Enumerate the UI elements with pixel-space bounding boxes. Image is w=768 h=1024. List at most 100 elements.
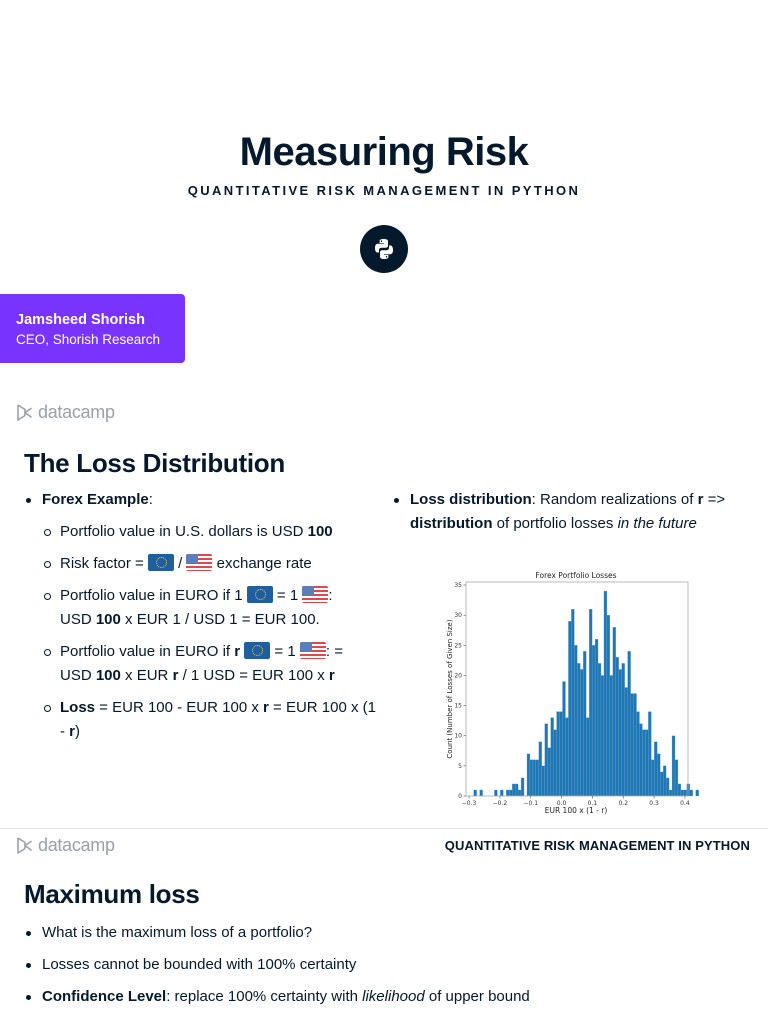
histogram-bar: [544, 723, 548, 797]
variable-r: r: [172, 667, 179, 684]
text: = 1: [272, 587, 303, 604]
bold-label: Confidence Level: [42, 988, 167, 1005]
histogram-bar: [657, 753, 661, 797]
x-axis-ticks: −0.3 −0.2 −0.1 0.0 0.1 0.2 0.3 0.4: [462, 796, 690, 807]
us-flag-icon: [302, 586, 329, 603]
sub-bullet-portfolio-euro-r: Portfolio value in EURO if r = 1 : = USD…: [24, 640, 384, 688]
x-tick-label: −0.2: [493, 800, 508, 807]
y-tick-label: 25: [454, 642, 462, 649]
histogram-bar: [621, 663, 625, 797]
histogram-bar: [624, 687, 628, 797]
plot-frame: [465, 581, 689, 797]
histogram-bar: [600, 675, 605, 797]
histogram-bar: [562, 681, 566, 797]
slide-divider: [0, 828, 768, 829]
histogram-bar: [677, 783, 682, 797]
author-name: Jamsheed Shorish: [16, 312, 145, 328]
histogram-bar: [630, 693, 634, 797]
text: Risk factor =: [60, 555, 148, 572]
course-subtitle: QUANTITATIVE RISK MANAGEMENT IN PYTHON: [187, 183, 581, 198]
sub-bullet-portfolio-euro-1: Portfolio value in EURO if 1 = 1 : USD 1…: [24, 584, 384, 632]
histogram-bar: [609, 675, 613, 797]
sub-bullet-risk-factor: Risk factor = / exchange rate: [24, 552, 384, 576]
text: :: [328, 587, 333, 604]
eu-flag-icon: [244, 642, 271, 659]
slide-heading: Maximum loss: [24, 879, 200, 909]
histogram-bar: [674, 759, 679, 797]
y-tick-label: 15: [454, 703, 462, 710]
histogram-bar: [594, 639, 599, 797]
histogram-bar: [535, 759, 539, 797]
x-tick-label: −0.3: [462, 800, 477, 807]
x-tick-label: 0.1: [588, 800, 598, 807]
histogram-bar: [603, 590, 608, 797]
text: USD: [60, 611, 96, 628]
histogram-bar: [642, 729, 646, 797]
author-card: Jamsheed Shorish CEO, Shorish Research: [0, 294, 185, 363]
y-axis-label: Count (Number of Losses of Given Size): [446, 619, 454, 758]
histogram-bar: [547, 747, 551, 797]
histogram-bar: [580, 669, 584, 797]
variable-r: r: [234, 643, 241, 660]
bullet-question: What is the maximum loss of a portfolio?: [24, 921, 754, 945]
y-tick-label: 35: [454, 582, 462, 589]
histogram-bar: [556, 711, 560, 797]
python-icon: [360, 225, 408, 273]
sub-bullet-loss: Loss = EUR 100 - EUR 100 x r = EUR 100 x…: [24, 696, 384, 744]
text: of upper bound: [424, 988, 530, 1005]
datacamp-logo-text: datacamp: [38, 835, 115, 855]
histogram-bars: [473, 590, 699, 797]
bullet-forex-example: Forex Example:: [24, 488, 384, 512]
histogram-bar: [515, 783, 519, 797]
text: : =: [325, 643, 343, 660]
histogram-bar: [618, 669, 622, 797]
text: USD: [60, 667, 96, 684]
histogram-bar: [473, 789, 477, 797]
datacamp-logo: datacamp: [16, 835, 115, 856]
histogram-bar: [568, 621, 572, 797]
histogram-bar: [532, 759, 537, 797]
histogram-bar: [577, 663, 581, 797]
bullet-label: Forex Example: [42, 491, 149, 508]
text: = EUR 100 x (1 -: [60, 699, 376, 740]
us-flag-icon: [186, 554, 213, 571]
text: Portfolio value in EURO if: [60, 643, 235, 660]
text: x EUR: [120, 667, 173, 684]
histogram-bar: [591, 645, 596, 797]
italic-text: in the future: [617, 515, 697, 532]
forex-losses-histogram: Forex Portfolio Losses −0.3 −0.2 −0.1 0.0 0.…: [440, 568, 700, 818]
y-tick-label: 20: [454, 672, 462, 679]
author-role: CEO, Shorish Research: [16, 332, 161, 347]
variable-r: r: [263, 699, 269, 716]
sub-bullet-portfolio-usd: Portfolio value in U.S. dollars is USD 1…: [24, 520, 384, 544]
histogram-bar: [538, 741, 542, 797]
histogram-bar: [683, 789, 687, 797]
histogram-bar: [648, 711, 652, 797]
python-logo-glyph: [375, 239, 393, 259]
variable-r: r: [69, 723, 76, 740]
histogram-bar: [553, 729, 557, 797]
text: Portfolio value in U.S. dollars is USD: [60, 523, 308, 540]
y-tick-label: 0: [458, 793, 462, 800]
histogram-bar: [665, 777, 670, 797]
y-axis-ticks: 0 5 10 15 20 25 30 35: [454, 582, 466, 800]
histogram-bar: [612, 627, 616, 797]
colon: :: [148, 491, 153, 508]
datacamp-logo: datacamp: [16, 402, 115, 423]
histogram-bar: [660, 771, 664, 797]
histogram-svg: Forex Portfolio Losses −0.3 −0.2 −0.1 0.0 0.…: [446, 571, 699, 815]
text: = EUR 100 - EUR 100 x: [95, 699, 264, 716]
histogram-bar: [588, 608, 593, 797]
histogram-bar: [615, 657, 619, 797]
bold-value: 100: [95, 611, 121, 628]
x-tick-label: 0.2: [618, 800, 628, 807]
histogram-bar: [520, 777, 525, 797]
max-loss-bullet-list: What is the maximum loss of a portfolio?…: [24, 921, 754, 1009]
text: of portfolio losses: [492, 515, 618, 532]
histogram-bar: [668, 789, 673, 797]
histogram-bar: [565, 717, 569, 797]
bold-value: 100: [95, 667, 121, 684]
histogram-bar: [559, 711, 563, 797]
y-tick-label: 30: [454, 612, 462, 619]
histogram-bar: [509, 789, 513, 797]
